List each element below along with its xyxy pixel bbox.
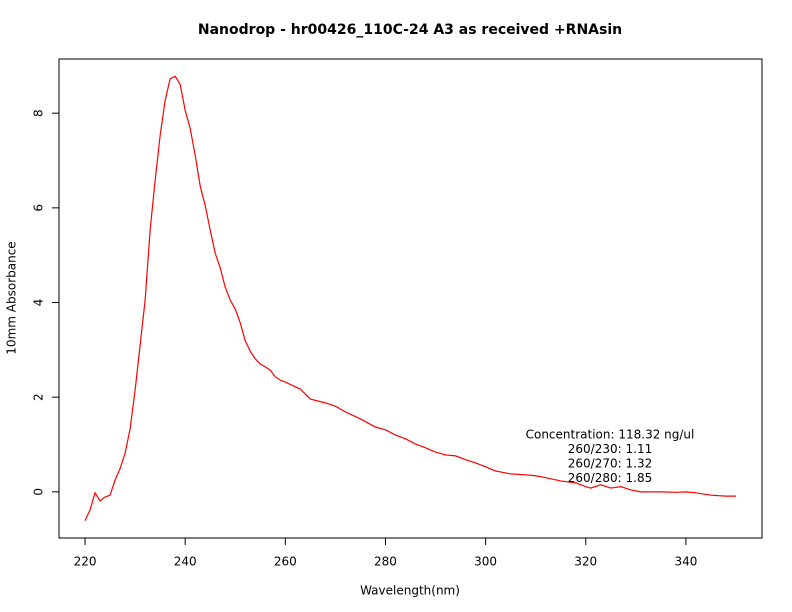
x-tick-label: 320 <box>574 555 597 569</box>
y-tick-label: 8 <box>32 109 46 117</box>
annotation: Concentration: 118.32 ng/ul <box>526 428 695 442</box>
y-axis-label: 10mm Absorbance <box>5 241 19 354</box>
y-tick-label: 4 <box>32 299 46 307</box>
y-tick-label: 6 <box>32 204 46 212</box>
x-tick-label: 220 <box>74 555 97 569</box>
x-tick-label: 260 <box>274 555 297 569</box>
x-tick-label: 300 <box>474 555 497 569</box>
plot-frame <box>58 58 763 539</box>
x-tick-label: 340 <box>674 555 697 569</box>
x-tick-label: 280 <box>374 555 397 569</box>
x-axis-label: Wavelength(nm) <box>360 584 460 598</box>
annotation: 260/280: 1.85 <box>568 471 652 485</box>
x-tick-label: 240 <box>174 555 197 569</box>
data-line <box>84 75 736 521</box>
annotation: 260/270: 1.32 <box>568 457 652 471</box>
annotation: 260/230: 1.11 <box>568 442 652 456</box>
chart-title: Nanodrop - hr00426_110C-24 A3 as receive… <box>198 22 622 38</box>
y-tick-label: 2 <box>32 393 46 401</box>
y-tick-label: 0 <box>32 488 46 496</box>
